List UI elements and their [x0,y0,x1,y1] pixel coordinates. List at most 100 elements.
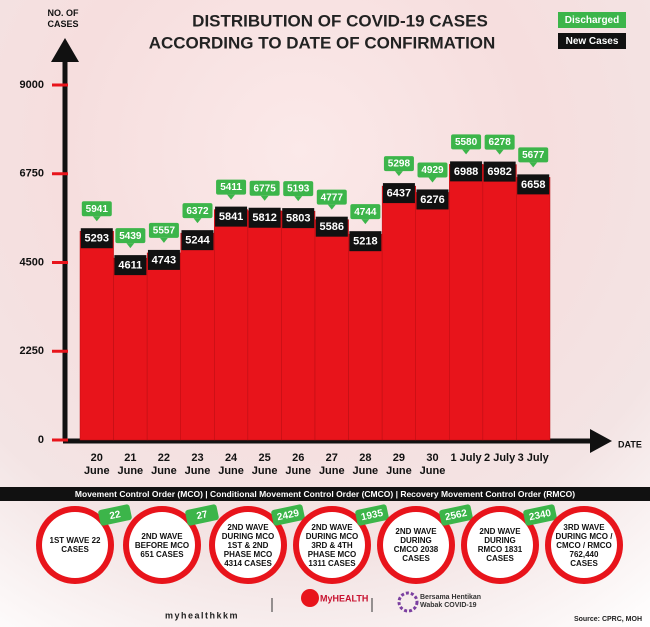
wave-circle [383,512,449,578]
value-label-box [248,207,281,228]
value-label: 5586 [320,221,344,233]
discharged-pointer [159,237,168,243]
wave-circle [42,512,108,578]
discharged-label: 5677 [522,150,545,161]
discharged-label: 4777 [321,192,344,203]
discharged-label: 5557 [153,226,176,237]
wave-tag-label: 22 [109,509,123,522]
discharged-label: 5439 [119,231,142,242]
y-tick-label: 0 [38,434,44,446]
y-axis-arrow [51,38,79,62]
x-tick-label: 2 July [484,452,516,464]
x-tick-label: 25 June [251,452,278,477]
y-tick-label: 9000 [20,79,44,91]
discharged-box [383,156,414,172]
chart-subtitle: ACCORDING TO DATE OF CONFIRMATION [149,33,496,52]
value-label: 4611 [118,260,142,272]
wave-tag-box [98,504,132,526]
x-tick-label: 1 July [450,452,482,464]
legend-label: New Cases [566,36,619,47]
value-label: 5244 [185,235,210,247]
wave-tag-label: 2340 [528,508,552,523]
discharged-pointer [227,194,236,200]
value-label: 5293 [85,233,109,245]
x-tick-label: 24 June [218,452,244,477]
y-tick-label: 6750 [20,168,44,180]
wave-circle [129,512,195,578]
bar [415,192,450,441]
discharged-label: 6372 [186,206,209,217]
phase-banner [0,487,650,501]
x-tick-label: 26 June [285,452,312,477]
wave-text: 2ND WAVE DURING CMCO 2038 CASES [393,527,439,563]
wave-circle [551,512,617,578]
value-label: 5812 [252,212,276,224]
wave-circle [467,512,533,578]
wave-tag-label: 2429 [276,508,300,523]
y-tick-label: 2250 [20,345,44,357]
wave-tag-label: 27 [196,509,210,522]
value-label: 4743 [152,254,176,266]
bar [247,210,282,441]
campaign: Bersama Hentikan Wabak COVID-19 [420,594,482,609]
wave-tag-box [185,504,219,526]
value-label-box [382,183,415,204]
value-label: 6658 [521,179,545,191]
legend-swatch [558,12,626,28]
discharged-box [350,204,381,220]
value-label-box [181,230,214,251]
value-label: 6982 [487,166,511,178]
discharged-box [81,201,112,217]
value-label: 5841 [219,211,243,223]
wave-text: 2ND WAVE DURING RMCO 1831 CASES [477,527,523,563]
discharged-box [316,189,347,205]
bar [516,177,551,441]
value-label: 5803 [286,213,310,225]
discharged-pointer [327,204,336,210]
wave-tag: 1935 [355,504,389,526]
wave-text: 3RD WAVE DURING MCO / CMCO / RMCO 762,44… [555,522,613,568]
discharged-label: 6775 [254,183,277,194]
discharged-label: 6278 [489,137,512,148]
x-tick-label: 27 June [318,452,345,477]
wave-text: 1ST WAVE 22 CASES [49,536,101,554]
discharged-pointer [260,195,269,201]
value-label: 6437 [387,188,411,200]
discharged-label: 5411 [220,182,242,193]
wave-tag: 27 [185,504,219,526]
wave-tag: 2562 [439,504,473,526]
discharged-pointer [361,219,370,225]
value-label-box [349,231,382,252]
discharged-label: 4929 [421,165,444,176]
discharged-label: 5193 [287,184,310,195]
bar [79,230,114,441]
wave-text: 2ND WAVE BEFORE MCO 651 CASES [134,531,190,559]
legend-swatch [558,33,626,49]
discharged-pointer [193,218,202,224]
discharged-pointer [294,196,303,202]
value-label: 6988 [454,166,478,178]
chart-title: DISTRIBUTION OF COVID-19 CASES [192,11,488,30]
campaign-icon [397,591,419,613]
discharged-box [451,134,482,150]
discharged-box [216,179,247,195]
wave-text: 2ND WAVE DURING MCO 3RD & 4TH PHASE MCO … [305,522,359,568]
brand: MyHEALTH [320,593,368,603]
value-label-box [315,216,348,237]
wave-tag: 2340 [523,504,557,526]
bar [381,185,416,441]
discharged-box [182,203,213,219]
source: Source: CPRC, MOH [574,616,642,623]
wave-tag-box [523,504,557,526]
x-tick-label: 20 June [83,452,110,477]
discharged-box [518,147,549,163]
brand-icon [301,589,319,607]
value-label-box [483,161,516,182]
bar [449,164,484,441]
discharged-box [148,222,179,238]
bar [146,252,181,441]
wave-text: 2ND WAVE DURING MCO 1ST & 2ND PHASE MCO … [221,522,275,568]
wave-tag-label: 2562 [444,508,468,523]
